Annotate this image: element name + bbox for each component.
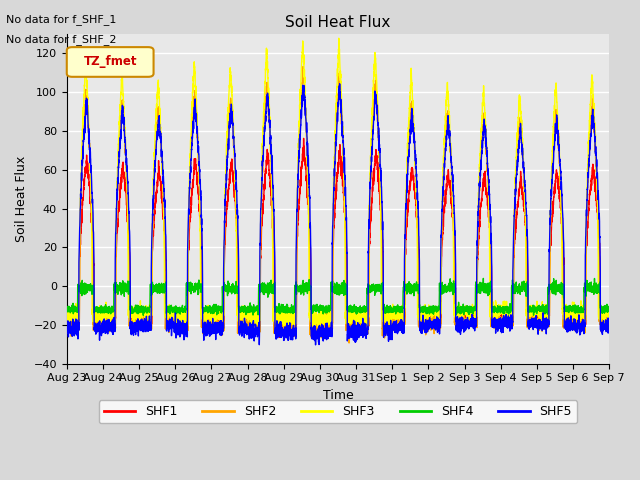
SHF3 xyxy=(543,307,551,312)
Legend: SHF1, SHF2, SHF3, SHF4, SHF5: SHF1, SHF2, SHF3, SHF4, SHF5 xyxy=(99,400,577,423)
SHF3 xyxy=(409,98,417,104)
SHF3 xyxy=(559,311,566,317)
SHF3 xyxy=(515,102,523,108)
SHF3 xyxy=(183,309,191,315)
SHF4 xyxy=(515,286,523,292)
SHF1 xyxy=(543,308,551,313)
SHF2 xyxy=(409,116,417,121)
SHF3 xyxy=(285,327,292,333)
SHF2 xyxy=(378,250,386,255)
SHF1 xyxy=(276,335,284,340)
SHF1 xyxy=(409,169,417,175)
SHF4 xyxy=(409,289,417,295)
SHF3 xyxy=(378,312,386,318)
Text: No data for f_SHF_1: No data for f_SHF_1 xyxy=(6,14,116,25)
SHF5 xyxy=(183,326,191,332)
SHF4 xyxy=(378,282,385,288)
SHF5 xyxy=(378,200,386,205)
SHF1 xyxy=(300,135,307,141)
SHF2 xyxy=(183,325,191,331)
SHF1 xyxy=(183,326,191,332)
SHF4 xyxy=(63,304,70,310)
SHF1 xyxy=(63,323,70,328)
Line: SHF5: SHF5 xyxy=(67,84,640,345)
Line: SHF1: SHF1 xyxy=(67,138,640,337)
SHF5 xyxy=(543,319,551,324)
Text: No data for f_SHF_2: No data for f_SHF_2 xyxy=(6,34,117,45)
SHF1 xyxy=(515,186,523,192)
SHF1 xyxy=(559,229,566,235)
SHF5 xyxy=(559,208,566,214)
SHF2 xyxy=(515,132,523,137)
SHF4 xyxy=(140,312,147,318)
Text: TZ_fmet: TZ_fmet xyxy=(83,56,137,69)
Title: Soil Heat Flux: Soil Heat Flux xyxy=(285,15,390,30)
SHF4 xyxy=(479,276,487,281)
X-axis label: Time: Time xyxy=(323,389,353,402)
SHF2 xyxy=(300,63,307,69)
SHF5 xyxy=(312,342,319,348)
SHF3 xyxy=(335,36,342,41)
Line: SHF4: SHF4 xyxy=(67,278,640,315)
SHF1 xyxy=(378,222,386,228)
SHF2 xyxy=(345,340,353,346)
SHF5 xyxy=(515,142,523,147)
SHF5 xyxy=(336,81,344,87)
SHF5 xyxy=(409,124,417,130)
Line: SHF2: SHF2 xyxy=(67,66,640,343)
Y-axis label: Soil Heat Flux: Soil Heat Flux xyxy=(15,156,28,242)
SHF5 xyxy=(63,319,70,325)
FancyBboxPatch shape xyxy=(67,47,154,77)
SHF4 xyxy=(559,281,566,287)
SHF2 xyxy=(543,315,551,321)
SHF2 xyxy=(63,324,70,329)
Line: SHF3: SHF3 xyxy=(67,38,640,330)
SHF4 xyxy=(183,292,191,298)
SHF4 xyxy=(543,311,551,317)
SHF3 xyxy=(63,310,70,315)
SHF2 xyxy=(559,235,566,240)
